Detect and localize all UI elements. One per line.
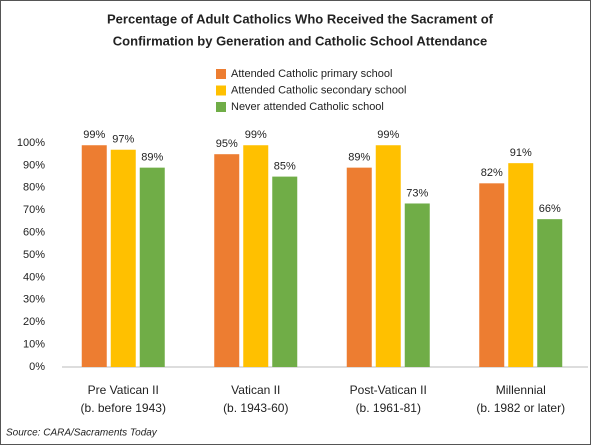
data-label: 85% — [274, 161, 296, 173]
x-tick-label: (b. 1943-60) — [223, 401, 288, 415]
legend-label: Attended Catholic primary school — [231, 68, 392, 80]
data-label: 82% — [481, 167, 503, 179]
chart-title: Percentage of Adult Catholics Who Receiv… — [107, 11, 494, 26]
bar — [346, 167, 372, 367]
x-tick-label: Vatican II — [231, 383, 280, 397]
x-tick-label: Millennial — [496, 383, 546, 397]
legend-swatch — [216, 69, 226, 79]
bar — [375, 145, 401, 367]
x-tick-label: (b. before 1943) — [81, 401, 166, 415]
data-label: 73% — [406, 187, 428, 199]
y-tick-label: 0% — [29, 361, 45, 373]
source-note: Source: CARA/Sacraments Today — [6, 428, 158, 439]
x-tick-label: Pre Vatican II — [88, 383, 159, 397]
y-tick-label: 80% — [23, 182, 45, 194]
data-label: 89% — [348, 152, 370, 164]
y-tick-label: 70% — [23, 204, 45, 216]
bar — [404, 203, 430, 367]
data-label: 97% — [112, 134, 134, 146]
bar — [272, 176, 298, 367]
data-label: 99% — [245, 129, 267, 141]
legend-label: Never attended Catholic school — [231, 101, 384, 113]
x-tick-label: (b. 1982 or later) — [476, 401, 565, 415]
chart-title: Confirmation by Generation and Catholic … — [113, 33, 487, 48]
y-tick-label: 60% — [23, 227, 45, 239]
bar — [110, 149, 136, 367]
data-label: 66% — [539, 203, 561, 215]
legend-swatch — [216, 102, 226, 112]
y-tick-label: 40% — [23, 271, 45, 283]
bar — [214, 154, 240, 367]
data-label: 95% — [216, 138, 238, 150]
x-tick-label: Post-Vatican II — [350, 383, 427, 397]
bar — [479, 183, 505, 367]
y-tick-label: 10% — [23, 339, 45, 351]
data-label: 89% — [141, 152, 163, 164]
legend-swatch — [216, 85, 226, 96]
y-tick-label: 100% — [17, 137, 45, 149]
bar — [81, 145, 107, 367]
data-label: 99% — [377, 129, 399, 141]
bar — [508, 163, 534, 367]
data-label: 91% — [510, 147, 532, 159]
x-tick-label: (b. 1961-81) — [356, 401, 421, 415]
bar — [537, 219, 563, 367]
data-label: 99% — [83, 129, 105, 141]
y-tick-label: 20% — [23, 316, 45, 328]
bar — [139, 167, 165, 367]
y-tick-label: 90% — [23, 159, 45, 171]
bar — [243, 145, 269, 367]
legend-label: Attended Catholic secondary school — [231, 84, 407, 96]
y-tick-label: 50% — [23, 249, 45, 261]
y-tick-label: 30% — [23, 294, 45, 306]
